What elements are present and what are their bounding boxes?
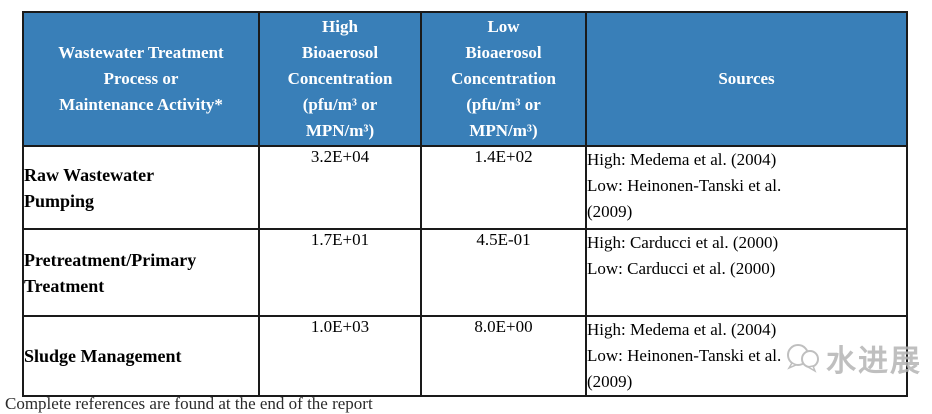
sources-cell: High: Medema et al. (2004) Low: Heinonen… [585, 145, 908, 230]
process-cell: Raw Wastewater Pumping [22, 145, 260, 230]
col-header-low-concentration: Low Bioaerosol Concentration (pfu/m³ or … [420, 11, 587, 147]
low-value-cell: 1.4E+02 [420, 145, 587, 230]
high-value-cell: 1.7E+01 [258, 228, 422, 317]
high-value-cell: 3.2E+04 [258, 145, 422, 230]
col-header-sources: Sources [585, 11, 908, 147]
col-header-high-concentration: High Bioaerosol Concentration (pfu/m³ or… [258, 11, 422, 147]
sources-cell: High: Medema et al. (2004) Low: Heinonen… [585, 315, 908, 397]
low-value-cell: 8.0E+00 [420, 315, 587, 397]
table-row: Sludge Management 1.0E+03 8.0E+00 High: … [22, 315, 908, 397]
col-header-process: Wastewater Treatment Process or Maintena… [22, 11, 260, 147]
process-cell: Sludge Management [22, 315, 260, 397]
table-row: Raw Wastewater Pumping 3.2E+04 1.4E+02 H… [22, 145, 908, 230]
low-value-cell: 4.5E-01 [420, 228, 587, 317]
footnote: Complete references are found at the end… [5, 394, 373, 413]
process-cell: Pretreatment/Primary Treatment [22, 228, 260, 317]
bioaerosol-concentration-table: Wastewater Treatment Process or Maintena… [22, 11, 908, 397]
high-value-cell: 1.0E+03 [258, 315, 422, 397]
table-header-row: Wastewater Treatment Process or Maintena… [22, 11, 908, 147]
table-row: Pretreatment/Primary Treatment 1.7E+01 4… [22, 228, 908, 317]
sources-cell: High: Carducci et al. (2000) Low: Carduc… [585, 228, 908, 317]
